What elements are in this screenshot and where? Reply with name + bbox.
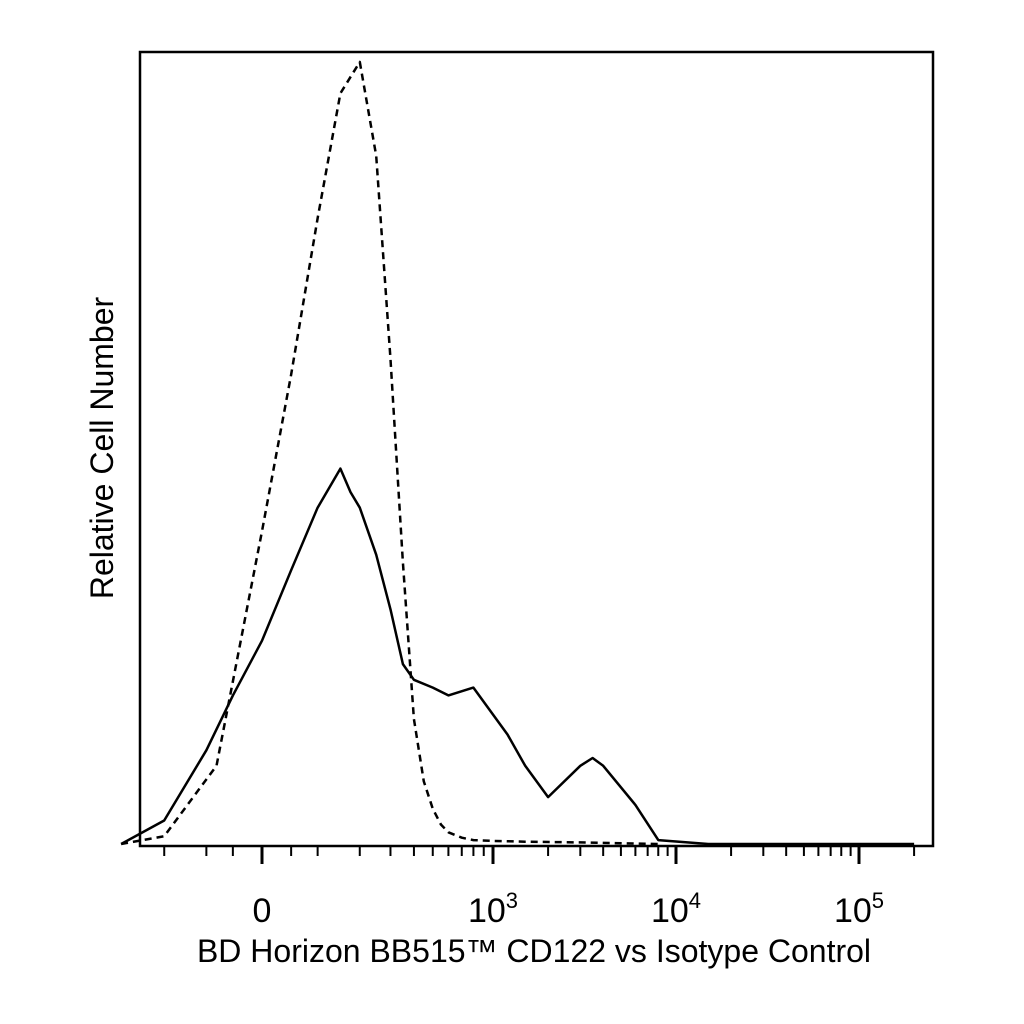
cd122-series-line [120, 467, 915, 846]
histogram-series [120, 60, 915, 846]
x-axis-title: BD Horizon BB515™ CD122 vs Isotype Contr… [197, 933, 871, 969]
x-tick-label: 0 [253, 892, 272, 930]
x-axis-tick-labels: 0 103 104 105 [253, 888, 885, 930]
isotype-control-series-line [120, 60, 659, 846]
x-tick-label: 105 [834, 888, 884, 930]
x-axis-ticks [163, 846, 916, 864]
y-axis-title: Relative Cell Number [84, 296, 120, 599]
x-tick-label: 104 [651, 888, 701, 930]
x-tick-label: 103 [468, 888, 518, 930]
plot-frame [138, 50, 935, 848]
